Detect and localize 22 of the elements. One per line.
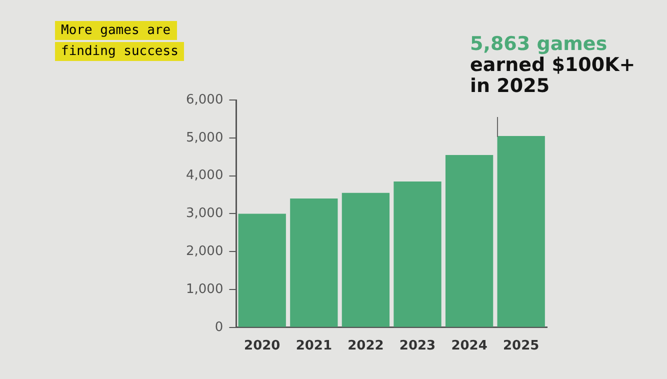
bar bbox=[497, 136, 545, 327]
text: 5,863 games bbox=[470, 33, 608, 55]
bar bbox=[445, 154, 494, 327]
y-tick-label: 6,000 bbox=[186, 92, 224, 108]
x-tick-label: 2020 bbox=[244, 338, 280, 354]
y-tick-label: 0 bbox=[214, 320, 224, 335]
bar bbox=[290, 198, 338, 327]
y-tick-label: 1,000 bbox=[186, 282, 224, 297]
bar bbox=[238, 214, 286, 327]
x-tick-label: 2023 bbox=[399, 338, 436, 354]
bar bbox=[394, 181, 442, 327]
x-tick-label: 2024 bbox=[451, 338, 488, 354]
y-tick-label: 4,000 bbox=[186, 168, 224, 184]
x-tick-label: 2021 bbox=[296, 338, 332, 354]
bar bbox=[342, 192, 390, 327]
x-tick-label: 2025 bbox=[503, 338, 540, 354]
y-tick-label: 3,000 bbox=[186, 206, 224, 222]
text: More games are finding success bbox=[55, 21, 184, 61]
text: earned $100K+ in 2025 bbox=[470, 54, 636, 97]
y-tick-label: 5,000 bbox=[186, 130, 224, 146]
x-tick-label: 2022 bbox=[348, 338, 384, 354]
y-tick-label: 2,000 bbox=[186, 244, 224, 259]
